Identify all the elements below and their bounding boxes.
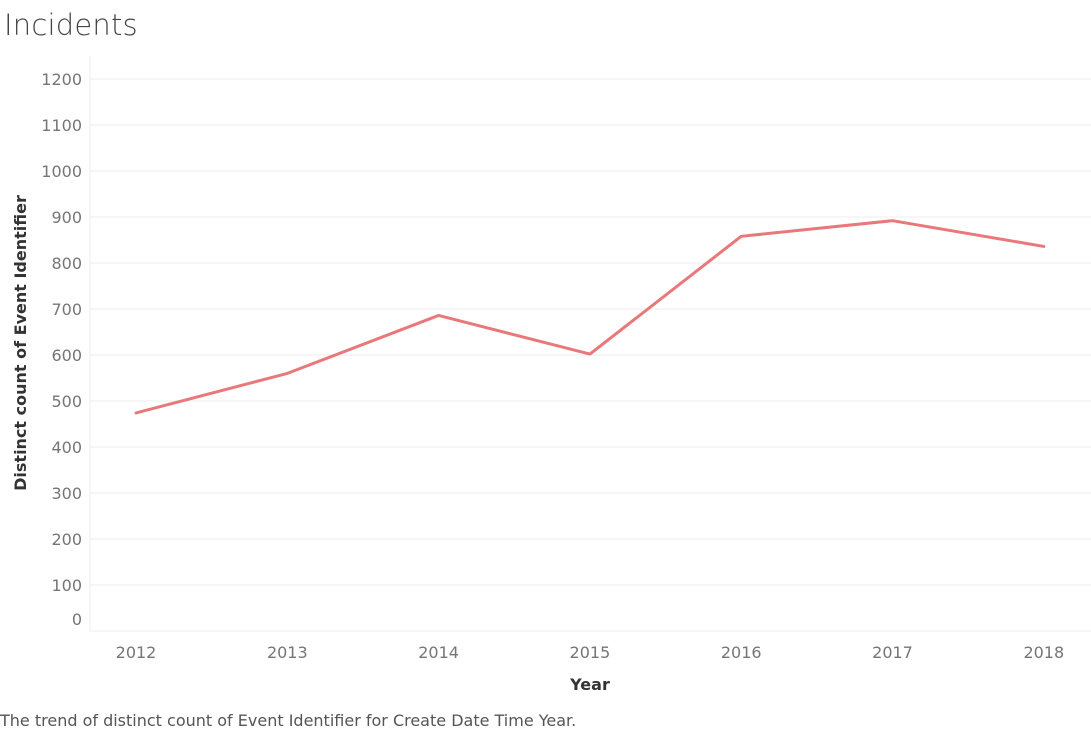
x-tick-label: 2012: [116, 643, 157, 662]
series-lines: [134, 219, 1046, 415]
x-tick-label: 2018: [1023, 643, 1064, 662]
x-tick-label: 2016: [721, 643, 762, 662]
y-tick-label: 300: [51, 484, 82, 503]
y-tick-label: 700: [51, 300, 82, 319]
x-axis-title: Year: [569, 675, 610, 694]
y-tick-label: 1200: [41, 70, 82, 89]
y-tick-label: 400: [51, 438, 82, 457]
y-tick-label: 900: [51, 208, 82, 227]
y-tick-label: 200: [51, 530, 82, 549]
y-tick-label: 100: [51, 576, 82, 595]
y-tick-label: 1000: [41, 162, 82, 181]
chart-caption: The trend of distinct count of Event Ide…: [0, 711, 577, 730]
y-axis-ticks: 0 100 200 300 400 500 600 700 800 900 1000 1100 1200: [41, 70, 82, 629]
x-tick-label: 2015: [570, 643, 611, 662]
y-tick-label: 500: [51, 392, 82, 411]
gridlines: [90, 78, 1091, 586]
x-tick-label: 2014: [418, 643, 459, 662]
y-axis-title: Distinct count of Event Identifier: [11, 195, 30, 491]
x-tick-label: 2013: [267, 643, 308, 662]
x-axis-ticks: 2012 2013 2014 2015 2016 2017 2018: [116, 643, 1065, 662]
y-tick-label: 600: [51, 346, 82, 365]
chart-title: Incidents: [4, 8, 138, 42]
y-tick-label: 800: [51, 254, 82, 273]
y-tick-label: 0: [72, 610, 82, 629]
x-tick-label: 2017: [872, 643, 913, 662]
series-line: [134, 219, 1046, 415]
y-tick-label: 1100: [41, 116, 82, 135]
